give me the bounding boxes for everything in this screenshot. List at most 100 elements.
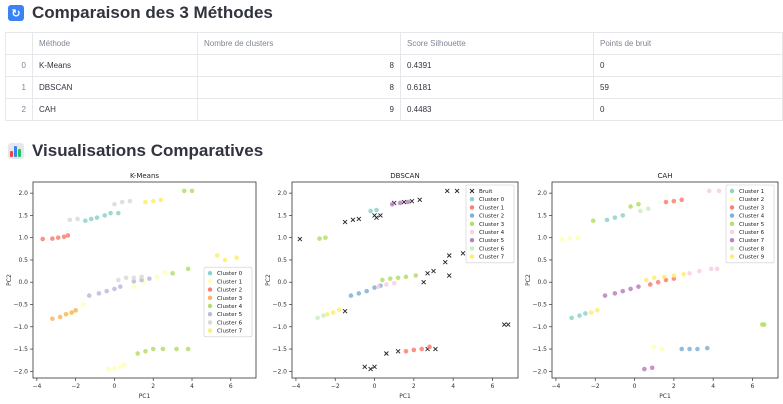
point-stroke — [395, 348, 401, 354]
legend-label: Cluster 5 — [217, 312, 243, 318]
legend-marker — [207, 328, 213, 333]
dbscan-scatter-plot: DBSCAN −4 −2 0 2 4 6 −2.0 −1.5 −1.0 −0.5 0.0 0.5 1.0 1… — [265, 172, 519, 400]
point-cluster-1 — [419, 346, 425, 352]
legend-marker — [207, 271, 213, 276]
point-cluster-6 — [315, 315, 320, 321]
point-cluster-3 — [57, 314, 63, 320]
point-cluster-0 — [108, 210, 113, 216]
point-cluster-6 — [708, 266, 714, 272]
table-header-silhouette[interactable]: Score Silhouette — [400, 32, 594, 55]
table-header-method[interactable]: Méthode — [32, 32, 198, 55]
x-tick-label: −2 — [331, 383, 340, 390]
point-cluster-7 — [628, 286, 633, 292]
point-cluster-6 — [127, 198, 133, 204]
silhouette-cell: 0.6181 — [400, 76, 594, 99]
legend-label: Cluster 9 — [739, 255, 765, 261]
legend-label: Cluster 3 — [479, 222, 505, 228]
table-row[interactable]: 1 DBSCAN 8 0.6181 59 — [5, 76, 783, 99]
section-title-comparison: ↻ Comparaison des 3 Méthodes — [8, 3, 273, 23]
legend-marker — [207, 312, 213, 317]
legend-label: Cluster 5 — [479, 238, 505, 244]
point-cluster-1 — [569, 315, 574, 321]
table-header-index[interactable] — [5, 32, 33, 55]
legend-marker — [207, 320, 213, 325]
x-tick-label: −4 — [292, 383, 301, 390]
point-cluster-5 — [112, 286, 117, 292]
point-cluster-2 — [651, 344, 657, 350]
point-stroke — [362, 364, 368, 370]
point-cluster-3 — [50, 316, 55, 322]
point-bruit — [446, 253, 452, 258]
y-tick-label: 0.0 — [537, 279, 547, 286]
legend-label: Cluster 2 — [739, 197, 764, 203]
point-cluster-9 — [589, 310, 594, 315]
kmeans-scatter-plot: K-Means −4 −2 0 2 4 6 −2.0 −1.5 −1.0 −0.5 0.0 0.5 1.0… — [6, 172, 257, 400]
legend-label: Cluster 1 — [739, 189, 765, 195]
point-cluster-4 — [160, 346, 166, 352]
table-header-clusters[interactable]: Nombre de clusters — [197, 32, 401, 55]
point-cluster-6 — [123, 275, 129, 281]
legend-marker — [469, 221, 475, 226]
y-tick-label: 1.5 — [537, 212, 547, 219]
y-tick-label: −0.5 — [272, 302, 287, 309]
plot-title: CAH — [658, 172, 673, 180]
point-bruit — [444, 188, 450, 194]
point-stroke — [446, 253, 452, 258]
legend-label: Cluster 3 — [739, 205, 765, 211]
point-cluster-0 — [94, 215, 100, 220]
point-cluster-6 — [112, 201, 117, 207]
table-row[interactable]: 2 CAH 9 0.4483 0 — [5, 98, 783, 121]
point-bruit — [362, 364, 368, 370]
point-bruit — [342, 219, 348, 225]
point-cluster-6 — [67, 217, 73, 223]
x-tick-label: 6 — [229, 383, 233, 390]
point-cluster-5 — [147, 276, 152, 281]
point-cluster-1 — [427, 344, 432, 350]
point-cluster-2 — [50, 236, 55, 241]
point-bruit — [342, 308, 348, 314]
point-cluster-7 — [150, 198, 156, 204]
plot-title: DBSCAN — [390, 172, 419, 180]
legend-marker — [729, 188, 735, 194]
silhouette-cell: 0.4483 — [400, 98, 594, 121]
legend-label: Cluster 6 — [739, 230, 765, 236]
point-cluster-5 — [104, 288, 109, 294]
legend-box — [725, 184, 775, 264]
point-stroke — [368, 366, 373, 372]
point-cluster-1 — [154, 274, 160, 280]
point-cluster-2 — [567, 236, 572, 241]
legend-marker — [207, 303, 213, 309]
point-cluster-3 — [647, 282, 653, 287]
comparison-table[interactable]: Méthode Nombre de clusters Score Silhoue… — [5, 32, 783, 121]
x-tick-label: 0 — [633, 383, 637, 390]
point-stroke — [401, 199, 407, 205]
point-bruit — [446, 273, 452, 278]
y-tick-label: 2.0 — [277, 190, 287, 197]
y-tick-label: −1.0 — [532, 324, 547, 331]
point-cluster-6 — [714, 266, 720, 272]
point-bruit — [433, 346, 438, 352]
legend-label: Cluster 7 — [217, 329, 243, 335]
point-cluster-4 — [704, 345, 710, 351]
legend-marker — [729, 197, 735, 202]
table-header-noise[interactable]: Points de bruit — [593, 32, 783, 55]
point-cluster-0 — [88, 216, 94, 222]
point-bruit — [431, 268, 436, 274]
point-cluster-2 — [559, 236, 565, 242]
refresh-icon: ↻ — [8, 5, 24, 21]
point-stroke — [446, 273, 452, 278]
x-tick-label: 2 — [151, 383, 155, 390]
point-cluster-2 — [55, 235, 61, 240]
point-bruit — [374, 215, 379, 220]
y-tick-label: −0.5 — [532, 302, 547, 309]
point-cluster-4 — [189, 188, 195, 194]
x-tick-label: 4 — [451, 383, 455, 390]
visualisations-title: Visualisations Comparatives — [32, 141, 264, 160]
point-cluster-3 — [655, 279, 661, 285]
point-cluster-4 — [391, 280, 397, 286]
point-cluster-3 — [395, 275, 401, 281]
x-tick-label: 6 — [751, 383, 755, 390]
point-bruit — [460, 250, 466, 256]
point-cluster-1 — [577, 313, 582, 318]
table-row[interactable]: 0 K-Means 8 0.4391 0 — [5, 54, 783, 77]
